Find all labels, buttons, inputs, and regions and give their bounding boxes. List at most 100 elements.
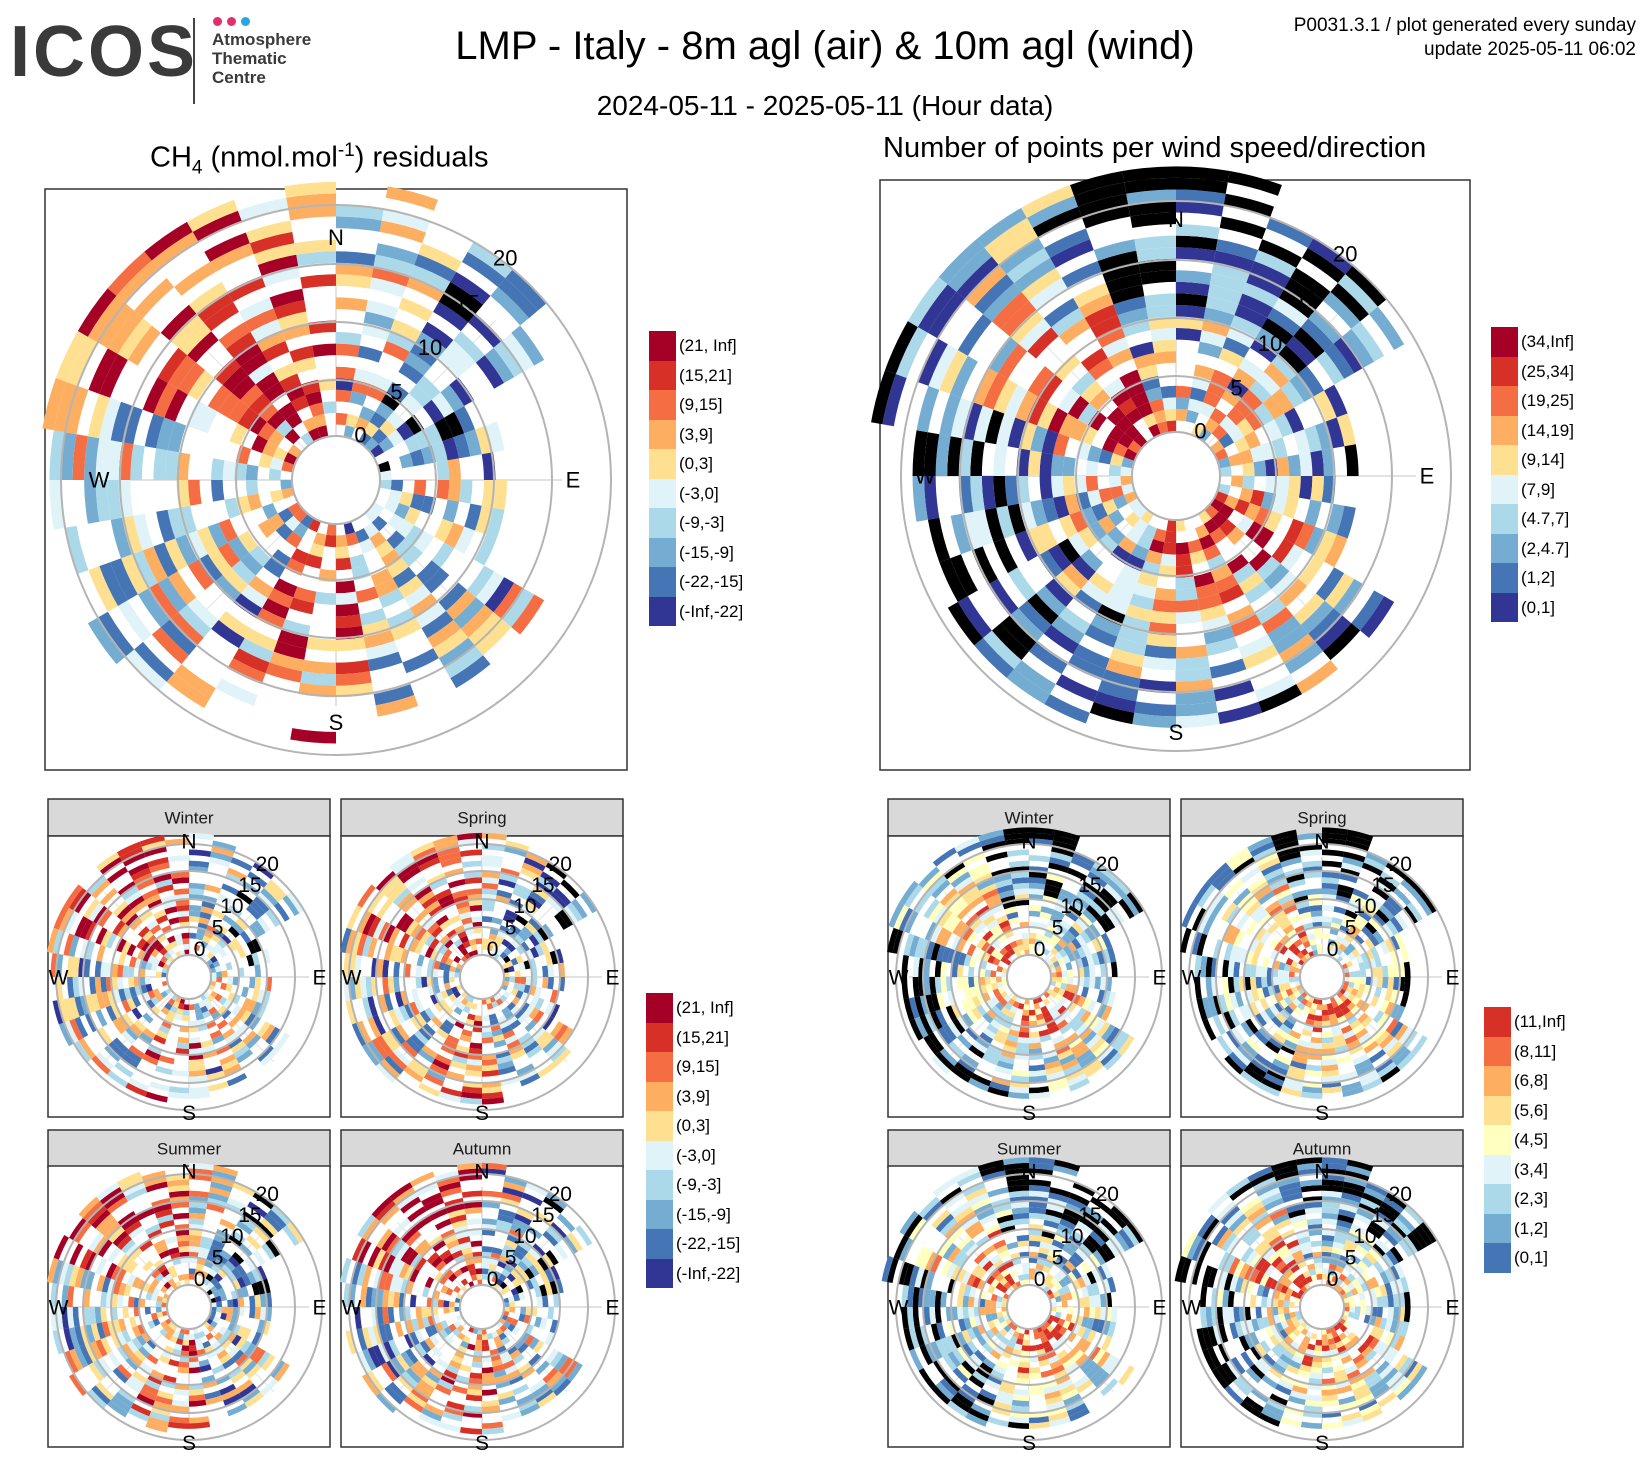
heatmap-cell: [262, 502, 278, 520]
heatmap-cell: [1176, 587, 1198, 601]
heatmap-cell: [122, 1307, 130, 1319]
heatmap-cell: [1058, 317, 1091, 345]
heatmap-cell: [160, 619, 197, 656]
heatmap-cell: [1293, 327, 1325, 359]
heatmap-cell: [110, 517, 132, 559]
heatmap-cell: [1261, 977, 1268, 988]
heatmap-cell: [484, 577, 515, 613]
heatmap-cell: [1053, 353, 1081, 381]
heatmap-cell: [100, 977, 108, 993]
heatmap-cell: [1129, 341, 1155, 359]
heatmap-cell: [1124, 511, 1141, 528]
heatmap-cell: [1250, 1294, 1257, 1307]
heatmap-cell: [1288, 971, 1295, 977]
heatmap-cell: [541, 965, 549, 977]
heatmap-cell: [1109, 647, 1145, 668]
speed-tick-label: 10: [1258, 331, 1282, 356]
heatmap-cell: [181, 932, 189, 939]
heatmap-cell: [1029, 905, 1042, 912]
heatmap-cell: [215, 1044, 231, 1056]
heatmap-cell: [1176, 598, 1200, 613]
heatmap-cell: [1336, 505, 1356, 539]
heatmap-cell: [421, 977, 428, 988]
heatmap-cell: [1056, 971, 1063, 977]
heatmap-cell: [131, 550, 158, 589]
heatmap-cell: [1285, 336, 1316, 367]
heatmap-cell: [245, 464, 259, 480]
heatmap-cell: [1142, 524, 1158, 540]
heatmap-cell: [195, 933, 205, 941]
heatmap-cell: [1097, 515, 1116, 534]
heatmap-cell: [256, 892, 274, 910]
heatmap-cell: [448, 1307, 455, 1313]
heatmap-cell: [1132, 712, 1176, 728]
heatmap-cell: [1015, 390, 1038, 422]
heatmap-cell: [263, 557, 286, 579]
heatmap-cell: [1029, 1240, 1041, 1248]
heatmap-cell: [221, 883, 239, 896]
heatmap-cell: [476, 1334, 482, 1341]
heatmap-cell: [142, 992, 151, 1002]
heatmap-cell: [269, 457, 284, 471]
heatmap-cell: [928, 344, 958, 390]
heatmap-cell: [1287, 454, 1301, 476]
heatmap-cell: [150, 948, 160, 958]
heatmap-cell: [1119, 369, 1142, 388]
heatmap-cell: [493, 480, 508, 510]
heatmap-cell: [256, 916, 271, 933]
heatmap-cell: [1226, 526, 1246, 546]
facet-label: Winter: [164, 809, 213, 828]
heatmap-cell: [1018, 318, 1052, 352]
heatmap-cell: [177, 1240, 189, 1248]
heatmap-cell: [133, 513, 154, 551]
heatmap-cell: [1244, 580, 1272, 605]
compass-label-w: W: [342, 1296, 362, 1319]
heatmap-cell: [1387, 1294, 1394, 1307]
speed-tick-label: 10: [1353, 895, 1376, 918]
heatmap-cell: [166, 935, 176, 944]
heatmap-cell: [1137, 364, 1159, 381]
heatmap-cell: [147, 1044, 163, 1056]
heatmap-cell: [245, 1033, 262, 1050]
heatmap-cell: [1133, 582, 1157, 599]
heatmap-cell: [164, 1015, 174, 1024]
grid-ring: [60, 204, 612, 756]
heatmap-cell: [1222, 336, 1250, 358]
heatmap-cell: [1056, 977, 1063, 983]
heatmap-cell: [970, 476, 985, 512]
heatmap-cell: [1030, 425, 1048, 453]
heatmap-cell: [285, 558, 306, 576]
heatmap-cell: [375, 695, 419, 717]
heatmap-cell: [131, 1007, 143, 1020]
heatmap-cell: [1112, 494, 1128, 510]
heatmap-cell: [437, 1299, 444, 1307]
compass-label-n: N: [1021, 831, 1036, 854]
heatmap-cell: [267, 429, 285, 447]
heatmap-cell: [127, 325, 161, 366]
heatmap-cell: [189, 1042, 202, 1049]
heatmap-cell: [130, 444, 145, 480]
heatmap-cell: [1176, 293, 1208, 308]
heatmap-cell: [1053, 495, 1070, 519]
heatmap-cell: [381, 549, 402, 569]
heatmap-cell: [1109, 485, 1124, 499]
heatmap-cell: [302, 416, 318, 432]
heatmap-cell: [147, 582, 179, 620]
heatmap-cell: [1017, 1366, 1029, 1374]
compass-label-w: W: [49, 966, 69, 989]
heatmap-cell: [1166, 519, 1176, 532]
heatmap-cell: [1061, 977, 1068, 984]
heatmap-cell: [105, 1005, 118, 1022]
heatmap-cell: [53, 381, 78, 433]
heatmap-cell: [1234, 498, 1250, 516]
heatmap-cell: [61, 432, 77, 480]
heatmap-cell: [246, 954, 255, 967]
heatmap-cell: [485, 421, 505, 453]
heatmap-cell: [235, 1007, 247, 1020]
heatmap-cell: [117, 977, 124, 990]
heatmap-cell: [384, 498, 400, 514]
heatmap-cell: [269, 651, 305, 672]
heatmap-cell: [983, 630, 1022, 669]
heatmap-cell: [104, 1044, 122, 1062]
speed-tick-label: 0: [1034, 1268, 1046, 1291]
